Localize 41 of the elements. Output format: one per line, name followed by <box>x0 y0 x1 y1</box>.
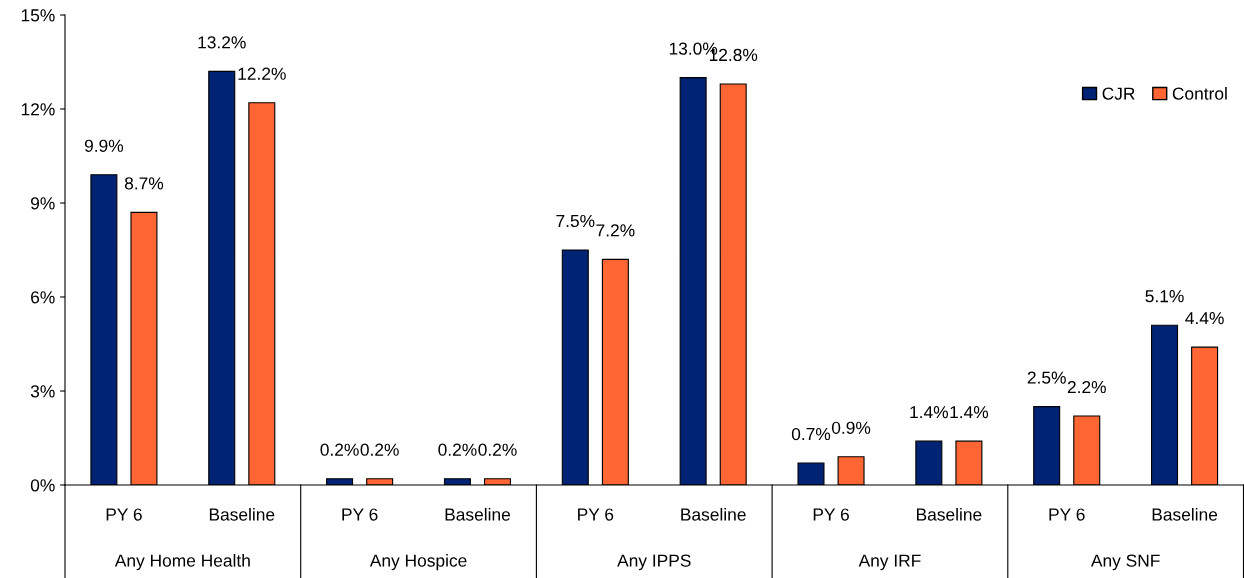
data-label: 7.5% <box>556 214 595 228</box>
x-tick-label: PY 6 <box>578 508 614 521</box>
x-tick-label: Baseline <box>681 507 746 521</box>
data-label: 2.5% <box>1027 371 1066 384</box>
y-tick-label: 9% <box>31 197 55 210</box>
data-label: 5.1% <box>1145 290 1184 303</box>
text: Any IPPS <box>617 554 691 571</box>
data-label: 9.9% <box>84 139 124 152</box>
data-label: 2.2% <box>1067 380 1106 394</box>
legend-label: CJR <box>1102 87 1135 100</box>
x-tick-label: Baseline <box>209 507 275 521</box>
data-label: 1.4% <box>910 406 949 419</box>
text: Any Home Health <box>114 553 250 571</box>
data-label: 0.7% <box>791 427 831 441</box>
data-label: 0.2% <box>320 443 359 456</box>
data-label: 0.9% <box>831 421 871 434</box>
data-label: 0.2% <box>438 443 477 456</box>
x-tick-label: Baseline <box>917 507 982 521</box>
text: Any Hospice <box>369 553 467 571</box>
x-tick-label: Baseline <box>445 507 510 521</box>
y-tick-label: 3% <box>30 385 55 398</box>
x-tick-label: Baseline <box>1152 507 1218 521</box>
data-label: 8.7% <box>124 177 164 190</box>
text: Any SNF <box>1090 554 1160 571</box>
x-tick-label: PY 6 <box>1049 508 1085 521</box>
data-label: 4.4% <box>1185 312 1224 325</box>
text: Any IRF <box>858 554 921 571</box>
legend-label: Control <box>1172 87 1227 100</box>
data-label: 0.2% <box>360 443 399 456</box>
x-tick-label: PY 6 <box>813 508 849 521</box>
data-label: 13.2% <box>198 36 246 49</box>
y-tick-label: 15% <box>21 9 55 22</box>
data-label: 12.2% <box>238 67 286 80</box>
data-label: 1.4% <box>950 406 989 419</box>
y-tick-label: 0% <box>30 479 55 492</box>
y-tick-label: 12% <box>21 103 55 116</box>
data-label: 0.2% <box>478 443 517 456</box>
data-label: 7.2% <box>596 224 635 237</box>
x-tick-label: PY 6 <box>106 508 142 521</box>
x-tick-label: PY 6 <box>342 508 378 521</box>
y-tick-label: 6% <box>31 291 55 304</box>
